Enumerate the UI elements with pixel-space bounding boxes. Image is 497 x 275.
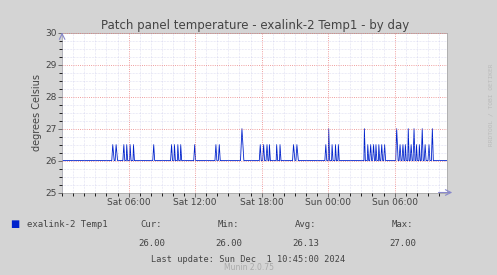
Text: Avg:: Avg: [295,220,317,229]
Text: Munin 2.0.75: Munin 2.0.75 [224,263,273,272]
Y-axis label: degrees Celsius: degrees Celsius [32,74,42,151]
Text: Last update: Sun Dec  1 10:45:00 2024: Last update: Sun Dec 1 10:45:00 2024 [152,255,345,264]
Text: Cur:: Cur: [141,220,163,229]
Text: exalink-2 Temp1: exalink-2 Temp1 [27,220,108,229]
Text: 27.00: 27.00 [389,239,416,248]
Text: 26.00: 26.00 [215,239,242,248]
Text: Min:: Min: [218,220,240,229]
Text: 26.13: 26.13 [292,239,319,248]
Text: ■: ■ [10,219,19,229]
Text: 26.00: 26.00 [138,239,165,248]
Text: Max:: Max: [392,220,414,229]
Title: Patch panel temperature - exalink-2 Temp1 - by day: Patch panel temperature - exalink-2 Temp… [100,19,409,32]
Text: RRDTOOL / TOBI OETIKER: RRDTOOL / TOBI OETIKER [489,63,494,146]
